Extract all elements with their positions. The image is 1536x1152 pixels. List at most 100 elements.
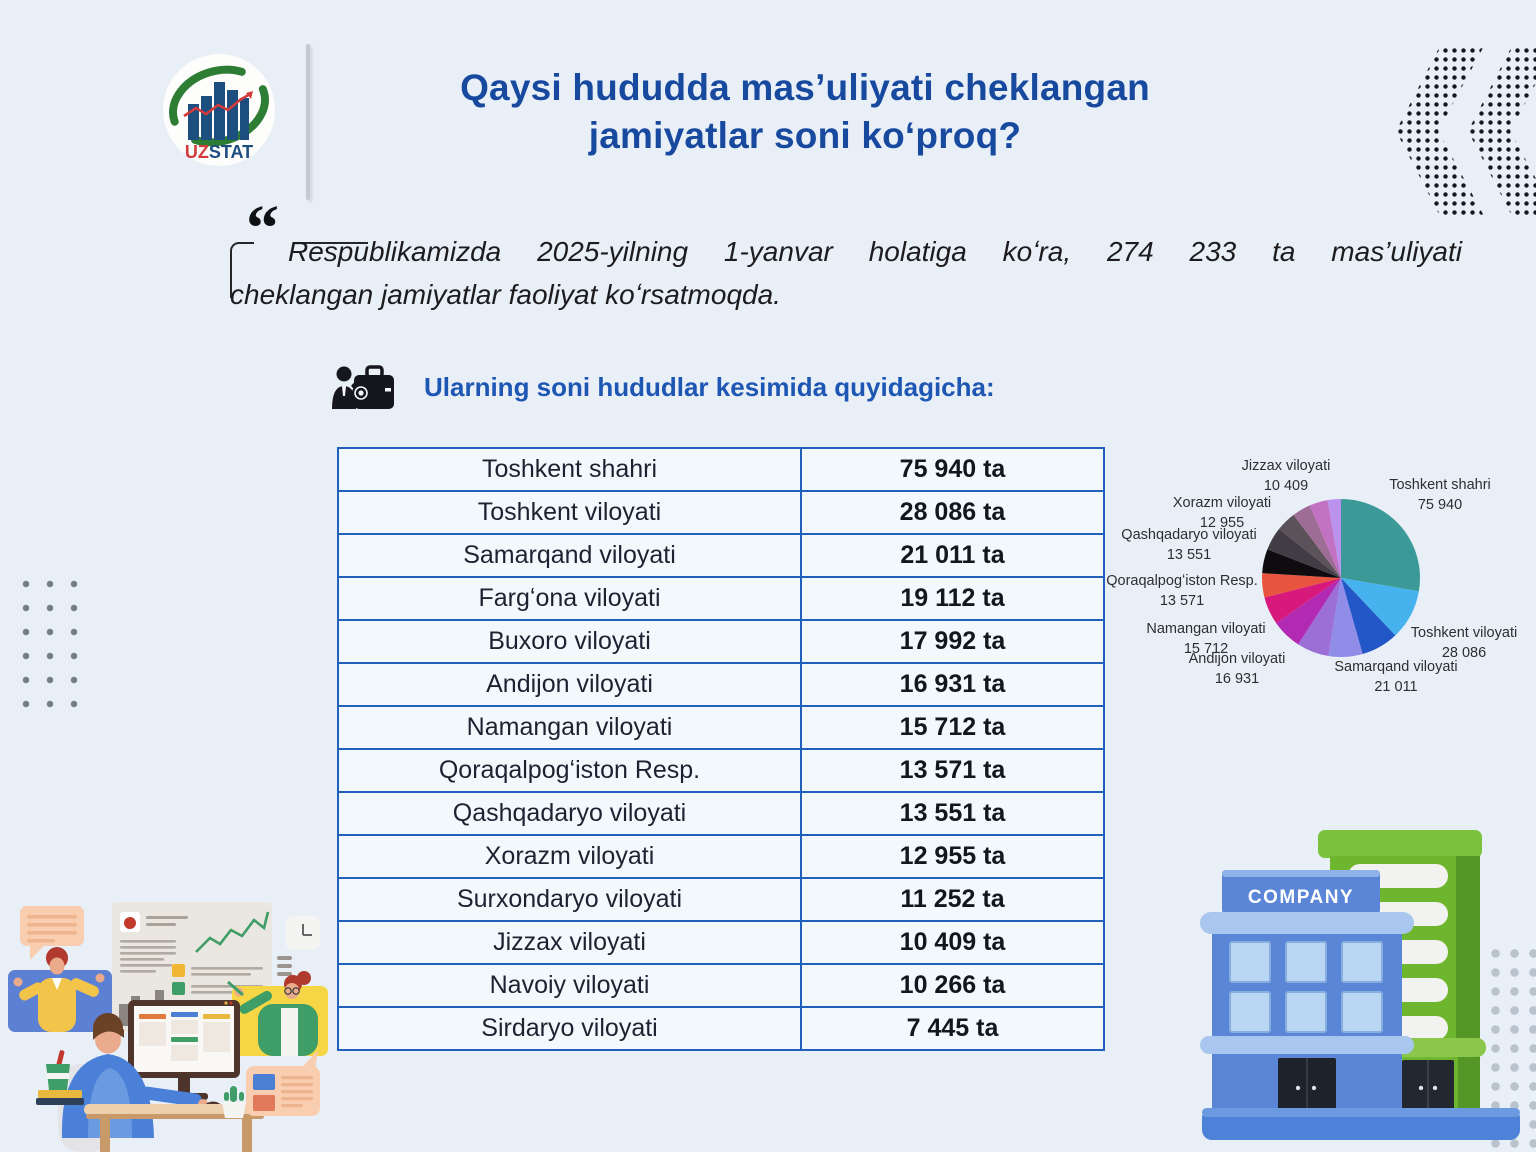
pie-slice bbox=[1341, 499, 1420, 592]
value-cell: 21 011 ta bbox=[800, 533, 1105, 578]
page-title: Qaysi hududda mas’uliyati cheklangan jam… bbox=[330, 64, 1280, 160]
regions-pie-chart bbox=[1262, 499, 1420, 657]
table-row: Jizzax viloyati 10 409 ta bbox=[337, 920, 1105, 965]
pie-slice bbox=[1276, 578, 1341, 645]
company-buildings-illustration: COMPANY bbox=[1200, 830, 1520, 1140]
table-row: Namangan viloyati 15 712 ta bbox=[337, 705, 1105, 750]
pie-slice bbox=[1293, 505, 1341, 578]
callout-region: Namangan viloyati bbox=[1146, 621, 1266, 637]
section-subtitle: Ularning soni hududlar kesimida quyidagi… bbox=[424, 372, 995, 402]
callout-value: 10 409 bbox=[1263, 478, 1309, 494]
callout-region: Qashqadaryo viloyati bbox=[1121, 527, 1257, 543]
plant-icon bbox=[222, 1086, 246, 1118]
callout-region: Qoraqalpogʻiston Resp. bbox=[1106, 573, 1258, 589]
person-at-desk bbox=[36, 1000, 266, 1152]
table-row: Xorazm viloyati 12 955 ta bbox=[337, 834, 1105, 879]
pie-callout-label: Toshkent shahri 75 940 bbox=[1389, 476, 1491, 515]
coffee-cup-icon bbox=[36, 1050, 84, 1105]
logo-text: UZSTAT bbox=[185, 142, 253, 162]
table-row: Toshkent viloyati 28 086 ta bbox=[337, 490, 1105, 535]
table-row: Navoiy viloyati 10 266 ta bbox=[337, 963, 1105, 1008]
quote-text: Respublikamizda 2025-yilning 1-yanvar ho… bbox=[230, 230, 1462, 316]
region-cell: Fargʻona viloyati bbox=[337, 576, 802, 621]
callout-region: Xorazm viloyati bbox=[1172, 495, 1272, 511]
pie-callout-label: Samarqand viloyati 21 011 bbox=[1334, 658, 1457, 697]
value-cell: 17 992 ta bbox=[800, 619, 1105, 664]
uzstat-logo: UZSTAT bbox=[163, 54, 275, 166]
businessman-briefcase-icon bbox=[332, 365, 394, 409]
region-cell: Qashqadaryo viloyati bbox=[337, 791, 802, 836]
logo-divider bbox=[306, 44, 310, 200]
callout-value: 13 551 bbox=[1166, 547, 1212, 563]
value-cell: 11 252 ta bbox=[800, 877, 1105, 922]
value-cell: 10 409 ta bbox=[800, 920, 1105, 965]
callout-region: Samarqand viloyati bbox=[1334, 659, 1458, 675]
pie-slice bbox=[1341, 578, 1396, 654]
callout-value: 21 011 bbox=[1374, 679, 1418, 695]
pie-slice bbox=[1262, 549, 1341, 578]
value-cell: 16 931 ta bbox=[800, 662, 1105, 707]
blue-building: COMPANY bbox=[1200, 870, 1414, 1114]
pie-callout-label: Xorazm viloyati 12 955 bbox=[1173, 494, 1271, 533]
table-row: Sirdaryo viloyati 7 445 ta bbox=[337, 1006, 1105, 1051]
page-title-line2: jamiyatlar soni koʻproq? bbox=[588, 115, 1022, 156]
pie-slice bbox=[1298, 578, 1341, 656]
table-row: Toshkent shahri 75 940 ta bbox=[337, 447, 1105, 492]
logo-trend-arrow bbox=[246, 91, 253, 99]
callout-value: 28 086 bbox=[1441, 645, 1487, 661]
callout-value: 13 571 bbox=[1159, 593, 1205, 609]
region-cell: Samarqand viloyati bbox=[337, 533, 802, 578]
pie-slice bbox=[1327, 499, 1341, 578]
person-video-tile-1 bbox=[8, 947, 112, 1032]
callout-value: 12 955 bbox=[1199, 515, 1245, 531]
region-cell: Navoiy viloyati bbox=[337, 963, 802, 1008]
callout-region: Toshkent viloyati bbox=[1410, 625, 1518, 641]
region-cell: Sirdaryo viloyati bbox=[337, 1006, 802, 1051]
pie-slice bbox=[1262, 573, 1341, 598]
value-cell: 13 551 ta bbox=[800, 791, 1105, 836]
pie-slice bbox=[1267, 529, 1341, 578]
monitor-content bbox=[139, 1001, 233, 1061]
callout-region: Andijon viloyati bbox=[1188, 651, 1286, 667]
region-cell: Qoraqalpogʻiston Resp. bbox=[337, 748, 802, 793]
value-cell: 15 712 ta bbox=[800, 705, 1105, 750]
logo-bar-chart bbox=[188, 82, 249, 140]
pie-callout-label: Qashqadaryo viloyati 13 551 bbox=[1121, 526, 1256, 565]
page-title-line1: Qaysi hududda mas’uliyati cheklangan bbox=[460, 67, 1150, 108]
table-row: Andijon viloyati 16 931 ta bbox=[337, 662, 1105, 707]
quote-line1: Respublikamizda 2025-yilning 1-yanvar ho… bbox=[288, 236, 1462, 267]
regions-table: Toshkent shahri 75 940 ta Toshkent viloy… bbox=[337, 447, 1105, 1051]
pie-slice bbox=[1328, 578, 1363, 657]
quote-corner-line bbox=[230, 242, 254, 298]
company-sign: COMPANY bbox=[1248, 887, 1354, 908]
value-cell: 75 940 ta bbox=[800, 447, 1105, 492]
quote-top-line bbox=[300, 242, 368, 244]
region-cell: Andijon viloyati bbox=[337, 662, 802, 707]
table-row: Qoraqalpogʻiston Resp. 13 571 ta bbox=[337, 748, 1105, 793]
person-video-tile-2 bbox=[227, 971, 328, 1056]
region-cell: Namangan viloyati bbox=[337, 705, 802, 750]
pie-slice bbox=[1309, 500, 1341, 578]
region-cell: Surxondaryo viloyati bbox=[337, 877, 802, 922]
building-base bbox=[1202, 1108, 1520, 1140]
gear-icon bbox=[349, 381, 373, 405]
value-cell: 10 266 ta bbox=[800, 963, 1105, 1008]
table-row: Fargʻona viloyati 19 112 ta bbox=[337, 576, 1105, 621]
callout-value: 16 931 bbox=[1214, 671, 1260, 687]
pie-callout-label: Qoraqalpogʻiston Resp. 13 571 bbox=[1106, 572, 1258, 611]
region-cell: Xorazm viloyati bbox=[337, 834, 802, 879]
value-cell: 28 086 ta bbox=[800, 490, 1105, 535]
quote-mark-icon: “ bbox=[246, 192, 279, 265]
region-cell: Toshkent shahri bbox=[337, 447, 802, 492]
region-cell: Toshkent viloyati bbox=[337, 490, 802, 535]
dot-grid-decoration bbox=[14, 572, 86, 716]
pie-callout-label: Andijon viloyati 16 931 bbox=[1189, 650, 1286, 689]
value-cell: 13 571 ta bbox=[800, 748, 1105, 793]
pie-callout-label: Jizzax viloyati 10 409 bbox=[1242, 457, 1331, 496]
pie-callout-label: Toshkent viloyati 28 086 bbox=[1411, 624, 1517, 663]
logo-trend-line bbox=[183, 92, 251, 118]
table-row: Buxoro viloyati 17 992 ta bbox=[337, 619, 1105, 664]
callout-value: 15 712 bbox=[1183, 641, 1229, 657]
region-cell: Buxoro viloyati bbox=[337, 619, 802, 664]
